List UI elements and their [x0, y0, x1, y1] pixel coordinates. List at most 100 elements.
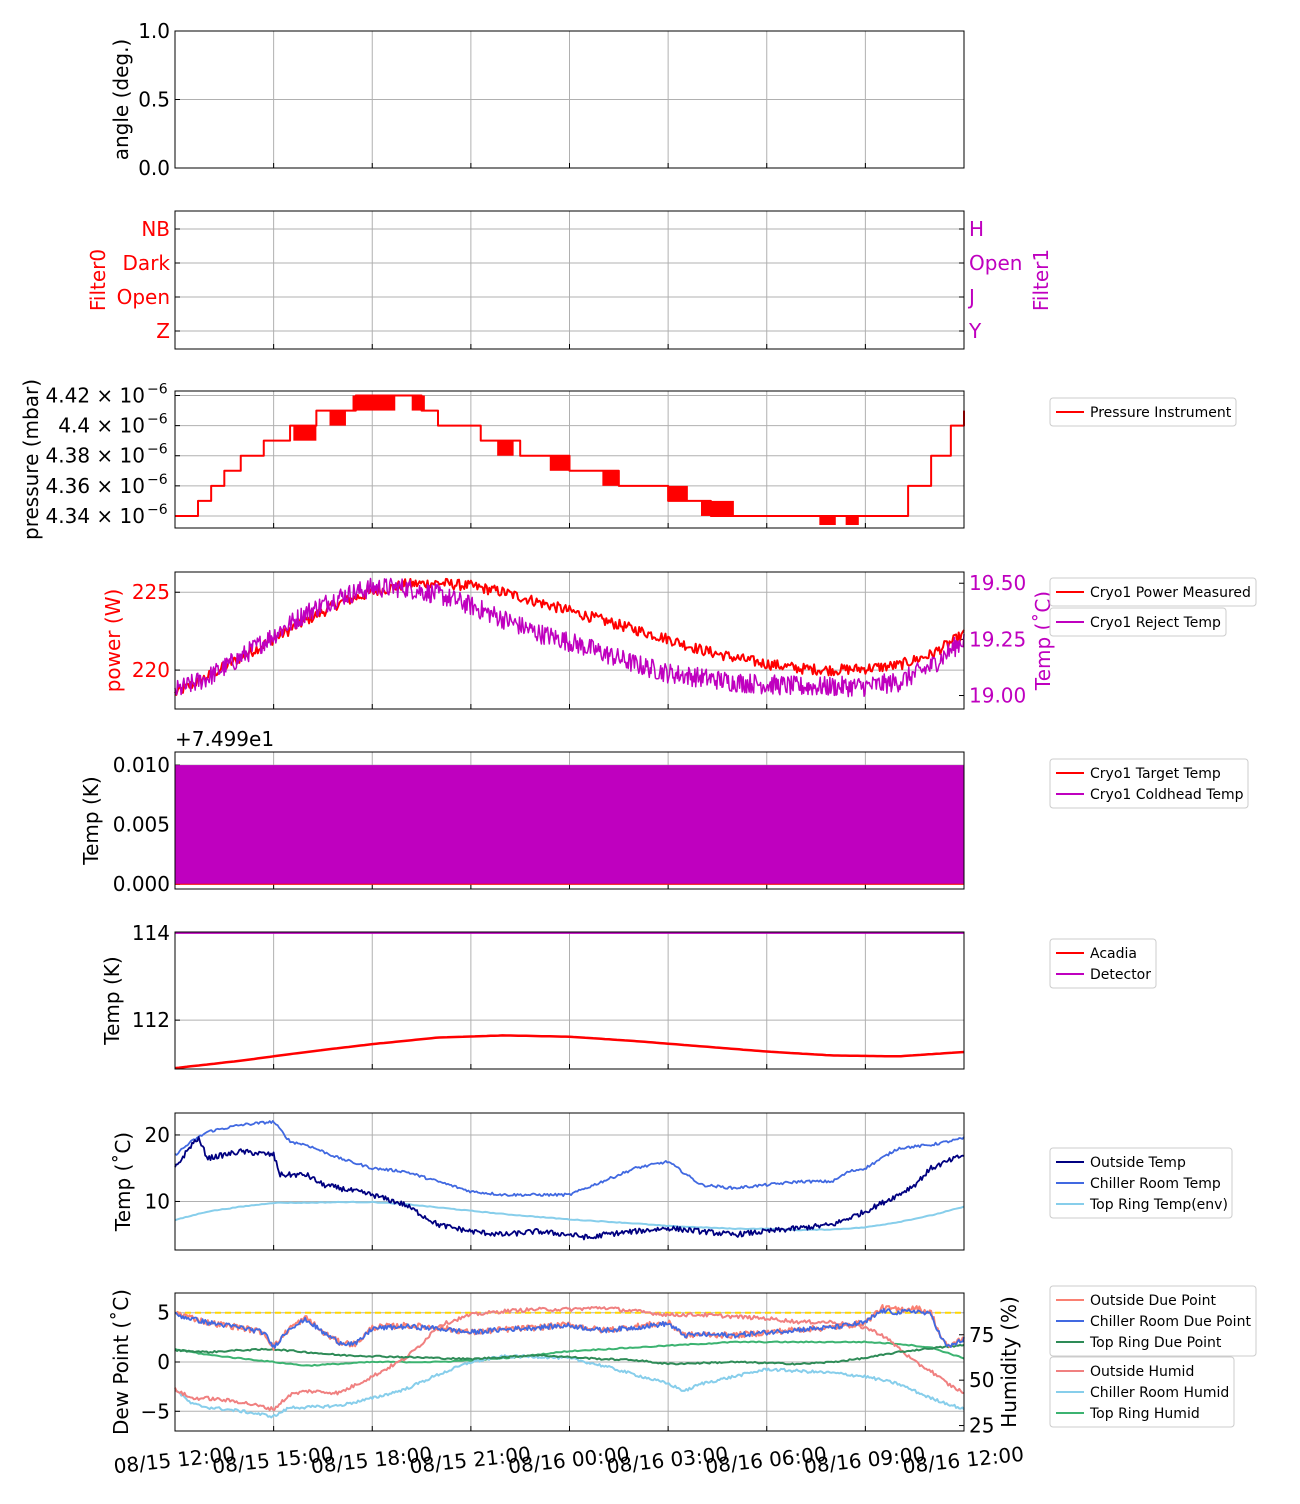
pressure-flicker-block	[497, 440, 514, 456]
series-line-outside-humid	[174, 1305, 965, 1412]
y-tick-label-right: Y	[968, 319, 982, 343]
y-tick-label: 0.0	[138, 156, 170, 180]
y-tick-label: −5	[141, 1399, 170, 1423]
legend-label: Cryo1 Power Measured	[1090, 585, 1251, 601]
y-tick-exponent: −6	[147, 502, 168, 518]
plot-frame	[174, 210, 965, 350]
series-line-top-ring-humid	[174, 1340, 965, 1367]
pressure-flicker-block	[411, 395, 425, 411]
y-tick-label: 20	[145, 1123, 170, 1147]
y-axis-label: angle (deg.)	[109, 39, 133, 161]
legend-label: Chiller Room Temp	[1090, 1176, 1221, 1192]
panel-pressure: 4.34 × 10 −64.36 × 10 −64.38 × 10 −64.4 × 1…	[19, 379, 1237, 540]
y-tick-label-right: 75	[969, 1323, 994, 1347]
y-tick-label: 1.0	[138, 19, 170, 43]
y-tick-exponent: −6	[147, 382, 168, 398]
series-line-cryo1-reject-temp	[174, 577, 965, 698]
series-line-pressure-instrument	[175, 394, 965, 517]
pressure-flicker-block	[549, 455, 570, 471]
pressure-flicker-block	[668, 485, 688, 501]
legend-label: Top Ring Due Point	[1089, 1335, 1222, 1351]
legend-label: Cryo1 Target Temp	[1090, 766, 1221, 782]
y-axis-label: Temp (K)	[100, 956, 124, 1045]
panel-cryo-coldhead: 0.000 0.005 0.010+7.499e1 Temp (K) Cryo1 Tar…	[79, 727, 1249, 896]
y-tick-label: 0.000	[113, 872, 170, 896]
series-line-top-ring-due-point	[174, 1344, 965, 1366]
y-axis-label: Temp (K)	[79, 776, 103, 865]
y-tick-label: 0.010	[113, 753, 170, 777]
legend-box	[1049, 1147, 1233, 1219]
panel-detector: 112 114 Temp (K) Acadia Detector	[100, 921, 1157, 1070]
panel-cryo-power: 220 225 19.00 19.25 19.50 power (W) Temp (˚C) C…	[101, 571, 1257, 710]
series-line-acadia	[174, 1034, 965, 1070]
series-line-chiller-room-temp	[174, 1120, 965, 1197]
pressure-flicker-block	[845, 515, 859, 525]
legend-box	[1049, 607, 1227, 637]
y-tick-label: Z	[156, 319, 170, 343]
y-tick-label: 5	[157, 1301, 170, 1325]
y-tick-label-right: H	[969, 217, 984, 241]
series-line-chiller-room-due-point	[174, 1308, 965, 1349]
pressure-flicker-block	[293, 425, 317, 441]
y-axis-label: Filter0	[86, 249, 110, 311]
plot-frame	[174, 30, 965, 169]
y-axis-label-right: Filter1	[1029, 249, 1053, 311]
y-tick-label: 114	[132, 921, 170, 945]
y-tick-label: Dark	[123, 251, 171, 275]
y-tick-label-right: 19.25	[969, 627, 1026, 651]
legend-label: Chiller Room Humid	[1090, 1385, 1229, 1401]
legend-label: Cryo1 Coldhead Temp	[1090, 787, 1244, 803]
series-line-cryo1-power-measured	[174, 577, 965, 696]
plot-frame	[174, 1292, 965, 1432]
y-tick-exponent: −6	[147, 472, 168, 488]
plot-frame	[174, 1112, 965, 1251]
y-tick-label-right: 19.50	[969, 571, 1026, 595]
series-line-outside-due-point	[174, 1304, 965, 1351]
y-axis-label: Temp (˚C)	[111, 1132, 135, 1232]
y-tick-label: 0.5	[138, 88, 170, 112]
plot-frame	[174, 390, 965, 529]
plot-frame	[174, 751, 965, 890]
y-tick-label: 4.42 × 10	[46, 384, 145, 408]
plot-frame	[174, 931, 965, 1070]
legend-label: Detector	[1090, 967, 1151, 983]
pressure-flicker-block	[819, 515, 836, 525]
y-tick-label: 4.4 × 10	[58, 414, 145, 438]
y-axis-label: Dew Point (˚C)	[109, 1289, 133, 1435]
y-tick-label-right: 50	[969, 1368, 994, 1392]
y-axis-label-right: Humidity (%)	[997, 1296, 1021, 1428]
legend-label: Chiller Room Due Point	[1090, 1314, 1251, 1330]
legend-label: Cryo1 Reject Temp	[1090, 615, 1221, 631]
y-offset-text: +7.499e1	[175, 727, 274, 751]
y-tick-label-right: Open	[969, 251, 1022, 275]
legend-box	[1049, 938, 1157, 989]
y-tick-label: 220	[132, 658, 170, 682]
panel-filters: Z Open Dark NB YJ Open H Filter0 Filter1	[86, 210, 1053, 350]
y-tick-label: 4.36 × 10	[46, 474, 145, 498]
y-tick-label-right: 25	[969, 1414, 994, 1438]
pressure-flicker-block	[701, 500, 734, 516]
series-band-cryo1-coldhead-temp	[175, 765, 964, 885]
y-tick-label: 112	[132, 1008, 170, 1032]
legend-label: Pressure Instrument	[1090, 405, 1232, 421]
y-tick-label: 225	[132, 580, 170, 604]
series-line-top-ring-temp-env-	[174, 1200, 965, 1232]
y-tick-label: Open	[117, 285, 170, 309]
legend-label: Outside Due Point	[1090, 1293, 1217, 1309]
y-tick-exponent: −6	[147, 412, 168, 428]
legend-box	[1049, 1356, 1235, 1428]
y-axis-label: pressure (mbar)	[19, 379, 43, 540]
y-tick-label: 4.38 × 10	[46, 444, 145, 468]
legend-label: Acadia	[1090, 946, 1137, 962]
y-tick-label: 0	[157, 1350, 170, 1374]
panel-dew-humidity: −5 0 5 25 50 75 Dew Point (˚C) Humidity (%) Outs…	[109, 1285, 1257, 1478]
legend-label: Top Ring Humid	[1089, 1406, 1200, 1422]
legend-box	[1049, 758, 1249, 809]
y-tick-label: 4.34 × 10	[46, 504, 145, 528]
pressure-flicker-block	[352, 395, 396, 411]
legend-label: Top Ring Temp(env)	[1089, 1197, 1228, 1213]
series-line-outside-temp	[174, 1136, 965, 1241]
legend-box	[1049, 397, 1237, 427]
y-tick-label: 0.005	[113, 813, 170, 837]
